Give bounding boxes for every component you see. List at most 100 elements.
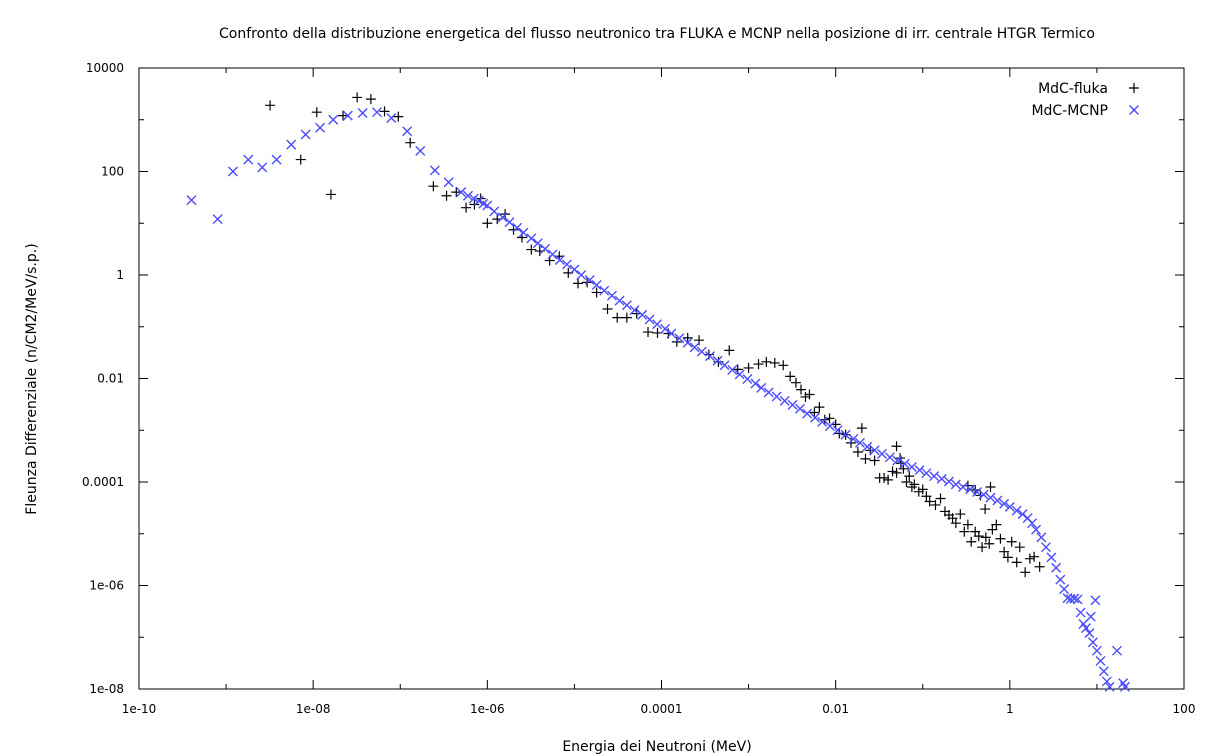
data-point-mcnp bbox=[430, 166, 439, 175]
legend-marker-plus bbox=[1129, 83, 1139, 93]
data-point-mcnp bbox=[1091, 596, 1100, 605]
data-point-fluka bbox=[1012, 557, 1022, 567]
x-tick-label: 100 bbox=[1173, 702, 1196, 716]
x-tick-label: 1e-10 bbox=[122, 702, 157, 716]
data-point-mcnp bbox=[1047, 553, 1056, 562]
data-point-fluka bbox=[405, 138, 415, 148]
y-tick-label: 100 bbox=[101, 165, 124, 179]
x-axis-ticks: 1e-10 1e-08 1e-06 0.0001 0.01 1 100 bbox=[122, 68, 1196, 716]
plot-points bbox=[187, 92, 1130, 691]
data-point-fluka bbox=[1015, 542, 1025, 552]
y-axis-ticks: 10000 100 1 0.01 0.0001 1e-06 1e-08 bbox=[82, 61, 1184, 696]
data-point-mcnp bbox=[1076, 608, 1085, 617]
data-point-fluka bbox=[612, 313, 622, 323]
data-point-fluka bbox=[791, 378, 801, 388]
data-point-mcnp bbox=[600, 286, 609, 295]
data-point-fluka bbox=[482, 218, 492, 228]
data-point-mcnp bbox=[213, 215, 222, 224]
data-point-mcnp bbox=[329, 115, 338, 124]
data-point-mcnp bbox=[228, 167, 237, 176]
y-tick-label: 0.01 bbox=[97, 372, 124, 386]
data-point-mcnp bbox=[1037, 533, 1046, 542]
x-axis-label: Energia dei Neutroni (MeV) bbox=[562, 739, 751, 755]
data-point-mcnp bbox=[1112, 646, 1121, 655]
data-point-fluka bbox=[451, 187, 461, 197]
data-point-fluka bbox=[901, 477, 911, 487]
data-point-fluka bbox=[312, 107, 322, 117]
data-point-mcnp bbox=[930, 472, 939, 481]
data-point-fluka bbox=[904, 471, 914, 481]
series-0 bbox=[265, 92, 1045, 577]
data-point-mcnp bbox=[1041, 543, 1050, 552]
x-tick-label: 0.01 bbox=[822, 702, 849, 716]
data-point-fluka bbox=[326, 189, 336, 199]
data-point-fluka bbox=[1035, 562, 1045, 572]
data-point-fluka bbox=[770, 358, 780, 368]
data-point-mcnp bbox=[444, 178, 453, 187]
data-point-mcnp bbox=[527, 234, 536, 243]
data-point-mcnp bbox=[570, 265, 579, 274]
data-point-fluka bbox=[860, 454, 870, 464]
data-point-fluka bbox=[296, 155, 306, 165]
data-point-fluka bbox=[442, 191, 452, 201]
data-point-mcnp bbox=[258, 163, 267, 172]
data-point-fluka bbox=[265, 100, 275, 110]
data-point-fluka bbox=[1025, 554, 1035, 564]
data-point-mcnp bbox=[577, 271, 586, 280]
data-point-fluka bbox=[778, 360, 788, 370]
data-point-fluka bbox=[754, 359, 764, 369]
data-point-fluka bbox=[724, 345, 734, 355]
legend: MdC-fluka MdC-MCNP bbox=[1031, 81, 1139, 119]
y-tick-label: 0.0001 bbox=[82, 475, 124, 489]
y-tick-label: 1e-06 bbox=[89, 579, 124, 593]
legend-marker-cross bbox=[1130, 106, 1139, 115]
data-point-mcnp bbox=[287, 140, 296, 149]
data-point-mcnp bbox=[607, 291, 616, 300]
data-point-fluka bbox=[907, 482, 917, 492]
x-tick-label: 1e-06 bbox=[470, 702, 505, 716]
data-point-mcnp bbox=[372, 108, 381, 117]
y-tick-label: 10000 bbox=[86, 61, 124, 75]
data-point-fluka bbox=[1020, 567, 1030, 577]
data-point-fluka bbox=[909, 479, 919, 489]
data-point-mcnp bbox=[1092, 646, 1101, 655]
data-point-mcnp bbox=[301, 130, 310, 139]
data-point-mcnp bbox=[1120, 682, 1129, 691]
data-point-mcnp bbox=[505, 218, 514, 227]
data-point-fluka bbox=[428, 181, 438, 191]
data-point-mcnp bbox=[959, 483, 968, 492]
data-point-mcnp bbox=[937, 474, 946, 483]
legend-marker-mcnp bbox=[1130, 106, 1139, 115]
data-point-fluka bbox=[683, 333, 693, 343]
data-point-fluka bbox=[853, 447, 863, 457]
x-tick-label: 1e-08 bbox=[296, 702, 331, 716]
series-1 bbox=[187, 108, 1130, 692]
data-point-mcnp bbox=[244, 155, 253, 164]
plot-frame bbox=[139, 68, 1184, 689]
data-point-mcnp bbox=[1096, 656, 1105, 665]
data-point-fluka bbox=[796, 385, 806, 395]
data-point-mcnp bbox=[653, 320, 662, 329]
data-point-mcnp bbox=[705, 352, 714, 361]
data-point-fluka bbox=[980, 504, 990, 514]
data-point-mcnp bbox=[533, 239, 542, 248]
data-point-fluka bbox=[393, 112, 403, 122]
data-point-fluka bbox=[892, 441, 902, 451]
data-point-mcnp bbox=[1085, 629, 1094, 638]
data-point-fluka bbox=[603, 304, 613, 314]
data-point-mcnp bbox=[490, 207, 499, 216]
data-point-fluka bbox=[573, 278, 583, 288]
data-point-fluka bbox=[785, 371, 795, 381]
data-point-fluka bbox=[352, 92, 362, 102]
data-point-mcnp bbox=[1060, 585, 1069, 594]
data-point-fluka bbox=[995, 534, 1005, 544]
data-point-mcnp bbox=[403, 127, 412, 136]
data-point-mcnp bbox=[1052, 563, 1061, 572]
data-point-fluka bbox=[1029, 552, 1039, 562]
data-point-mcnp bbox=[743, 374, 752, 383]
data-point-fluka bbox=[643, 327, 653, 337]
y-tick-label: 1 bbox=[116, 268, 124, 282]
data-point-fluka bbox=[744, 363, 754, 373]
legend-marker-fluka bbox=[1129, 83, 1139, 93]
